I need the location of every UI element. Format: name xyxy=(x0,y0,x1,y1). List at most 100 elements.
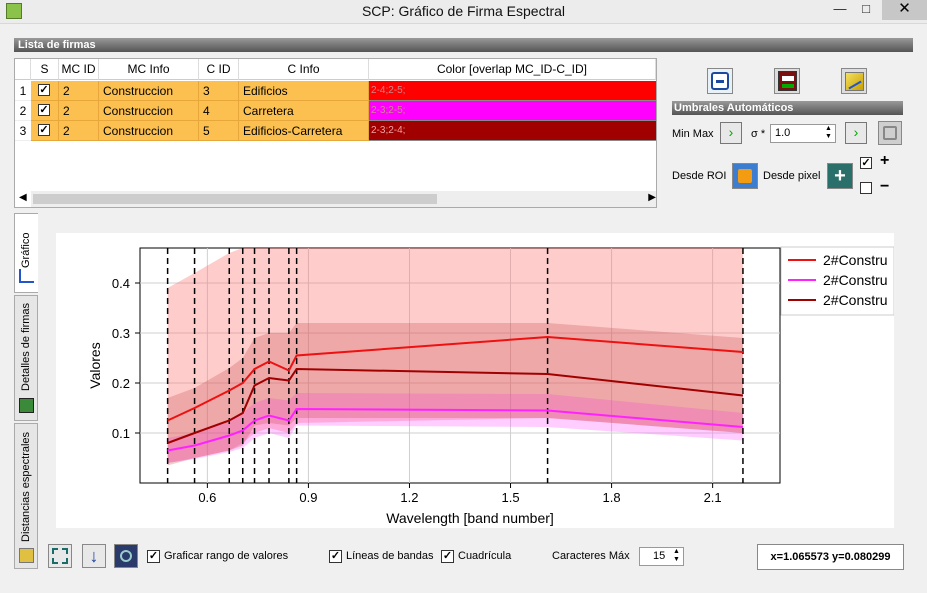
cell-mc-id[interactable]: 2 xyxy=(59,121,99,141)
grid-label: Cuadrícula xyxy=(458,550,512,562)
tab-grafico[interactable]: Gráfico xyxy=(14,213,38,293)
export-signature-button[interactable] xyxy=(774,68,800,94)
arrow-right-icon: › xyxy=(728,124,734,140)
x-tick-label: 2.1 xyxy=(704,490,722,505)
row-number[interactable]: 1 xyxy=(15,81,31,101)
col-header-s[interactable]: S xyxy=(31,59,59,80)
row-checkbox[interactable]: ✓ xyxy=(38,124,50,136)
plus-checkbox[interactable]: ✓ xyxy=(860,157,872,169)
cell-c-id[interactable]: 4 xyxy=(199,101,239,121)
legend-entry[interactable]: 2#Constru xyxy=(823,272,888,288)
row-checkbox[interactable]: ✓ xyxy=(38,104,50,116)
y-tick-label: 0.1 xyxy=(112,426,130,441)
minimize-button[interactable]: — xyxy=(833,1,847,16)
cell-c-id[interactable]: 5 xyxy=(199,121,239,141)
signature-list-header: Lista de firmas xyxy=(14,38,913,52)
y-axis-label: Valores xyxy=(87,342,103,388)
from-pixel-button[interactable]: + xyxy=(827,163,853,189)
cell-c-info[interactable]: Edificios xyxy=(239,81,369,101)
desde-roi-label: Desde ROI xyxy=(672,170,727,182)
row-number[interactable]: 2 xyxy=(15,101,31,121)
legend-entry[interactable]: 2#Constru xyxy=(823,292,888,308)
add-to-list-button[interactable]: ↓ xyxy=(82,544,106,568)
col-header-mc-id[interactable]: MC ID xyxy=(59,59,99,80)
plot-frame xyxy=(139,247,781,484)
cell-color[interactable]: 2-3;2-4; xyxy=(369,121,656,141)
app-icon xyxy=(6,3,22,19)
max-chars-spinbox[interactable]: 15 xyxy=(639,547,684,566)
cell-color[interactable]: 2-3;2-5; xyxy=(369,101,656,121)
col-header-mc-info[interactable]: MC Info xyxy=(99,59,199,80)
spectral-signature-plot[interactable]: 0.6 0.9 1.2 1.5 1.8 2.1 0.1 0.2 0.3 0.4 Wavelength… xyxy=(56,233,895,528)
scrollbar-thumb[interactable] xyxy=(33,194,437,204)
col-header-color[interactable]: Color [overlap MC_ID-C_ID] xyxy=(369,59,656,80)
y-tick-label: 0.2 xyxy=(112,376,130,391)
y-tick-label: 0.4 xyxy=(112,276,130,291)
band-lines-checkbox[interactable]: ✓ xyxy=(329,550,342,563)
from-roi-button[interactable] xyxy=(732,163,758,189)
cell-mc-id[interactable]: 2 xyxy=(59,81,99,101)
reset-icon xyxy=(883,126,897,140)
remove-signature-button[interactable] xyxy=(707,68,733,94)
desde-pixel-label: Desde pixel xyxy=(763,170,821,182)
tab-detalles-firmas[interactable]: Detalles de firmas xyxy=(14,295,38,421)
col-header-c-info[interactable]: C Info xyxy=(239,59,369,80)
sigma-spin-arrows[interactable]: ▲ ▼ xyxy=(825,125,832,140)
cell-mc-id[interactable]: 2 xyxy=(59,101,99,121)
cell-select: ✓ xyxy=(31,121,59,141)
plot-settings-button[interactable] xyxy=(841,68,867,94)
arrow-down-icon: ↓ xyxy=(89,546,99,566)
save-plot-button[interactable] xyxy=(114,544,138,568)
tab-label: Gráfico xyxy=(20,232,32,268)
close-button[interactable]: ✕ xyxy=(882,0,927,20)
fit-to-data-button[interactable] xyxy=(48,544,72,568)
arrow-right-icon: › xyxy=(853,124,859,140)
min-max-apply-button[interactable]: › xyxy=(720,122,742,144)
tab-label: Detalles de firmas xyxy=(20,302,32,391)
sigma-apply-button[interactable]: › xyxy=(845,122,867,144)
cell-mc-info[interactable]: Construccion xyxy=(99,121,199,141)
tab-distancias-espectrales[interactable]: Distancias espectrales xyxy=(14,423,38,569)
minus-checkbox[interactable] xyxy=(860,182,872,194)
scroll-left-arrow[interactable]: ◀ xyxy=(19,192,27,203)
add-pixel-icon: + xyxy=(834,165,846,187)
legend-entry[interactable]: 2#Constru xyxy=(823,252,888,268)
cursor-coordinates: x=1.065573 y=0.080299 xyxy=(757,544,904,570)
minus-label: − xyxy=(880,178,890,195)
series-line[interactable] xyxy=(167,367,744,444)
cell-color[interactable]: 2-4;2-5; xyxy=(369,81,656,101)
min-max-label: Min Max xyxy=(672,128,714,140)
minus-icon xyxy=(711,72,729,90)
cell-mc-info[interactable]: Construccion xyxy=(99,101,199,121)
table-icon xyxy=(19,398,34,413)
col-header-row xyxy=(15,59,31,80)
scroll-right-arrow[interactable]: ▶ xyxy=(648,192,656,203)
x-axis-label: Wavelength [band number] xyxy=(386,510,554,526)
col-header-c-id[interactable]: C ID xyxy=(199,59,239,80)
plus-label: + xyxy=(880,152,890,169)
cell-c-info[interactable]: Edificios-Carretera xyxy=(239,121,369,141)
sigma-spinbox[interactable]: 1.0 xyxy=(770,124,836,143)
cell-c-info[interactable]: Carretera xyxy=(239,101,369,121)
row-number[interactable]: 3 xyxy=(15,121,31,141)
auto-thresholds-header: Umbrales Automáticos xyxy=(672,101,903,115)
maximize-button[interactable]: □ xyxy=(862,1,870,16)
signature-table: S MC ID MC Info C ID C Info Color [overl… xyxy=(14,58,657,208)
value-range-band xyxy=(167,323,743,466)
plot-range-checkbox[interactable]: ✓ xyxy=(147,550,160,563)
horizontal-scrollbar[interactable]: ◀ ▶ xyxy=(19,191,656,207)
max-chars-spin-arrows[interactable]: ▲ ▼ xyxy=(673,548,680,563)
grid-checkbox[interactable]: ✓ xyxy=(441,550,454,563)
window-title: SCP: Gráfico de Firma Espectral xyxy=(361,3,566,19)
cell-mc-info[interactable]: Construccion xyxy=(99,81,199,101)
row-checkbox[interactable]: ✓ xyxy=(38,84,50,96)
x-tick-label: 1.5 xyxy=(501,490,519,505)
cell-c-id[interactable]: 3 xyxy=(199,81,239,101)
series-line[interactable] xyxy=(167,407,744,452)
chart-icon xyxy=(19,269,34,283)
series-line[interactable] xyxy=(167,335,744,422)
plot-canvas[interactable]: 0.6 0.9 1.2 1.5 1.8 2.1 0.1 0.2 0.3 0.4 Wavelength… xyxy=(56,233,895,528)
reset-threshold-button[interactable] xyxy=(878,121,902,145)
plot-range-label: Graficar rango de valores xyxy=(164,550,289,562)
roi-icon xyxy=(738,169,752,183)
